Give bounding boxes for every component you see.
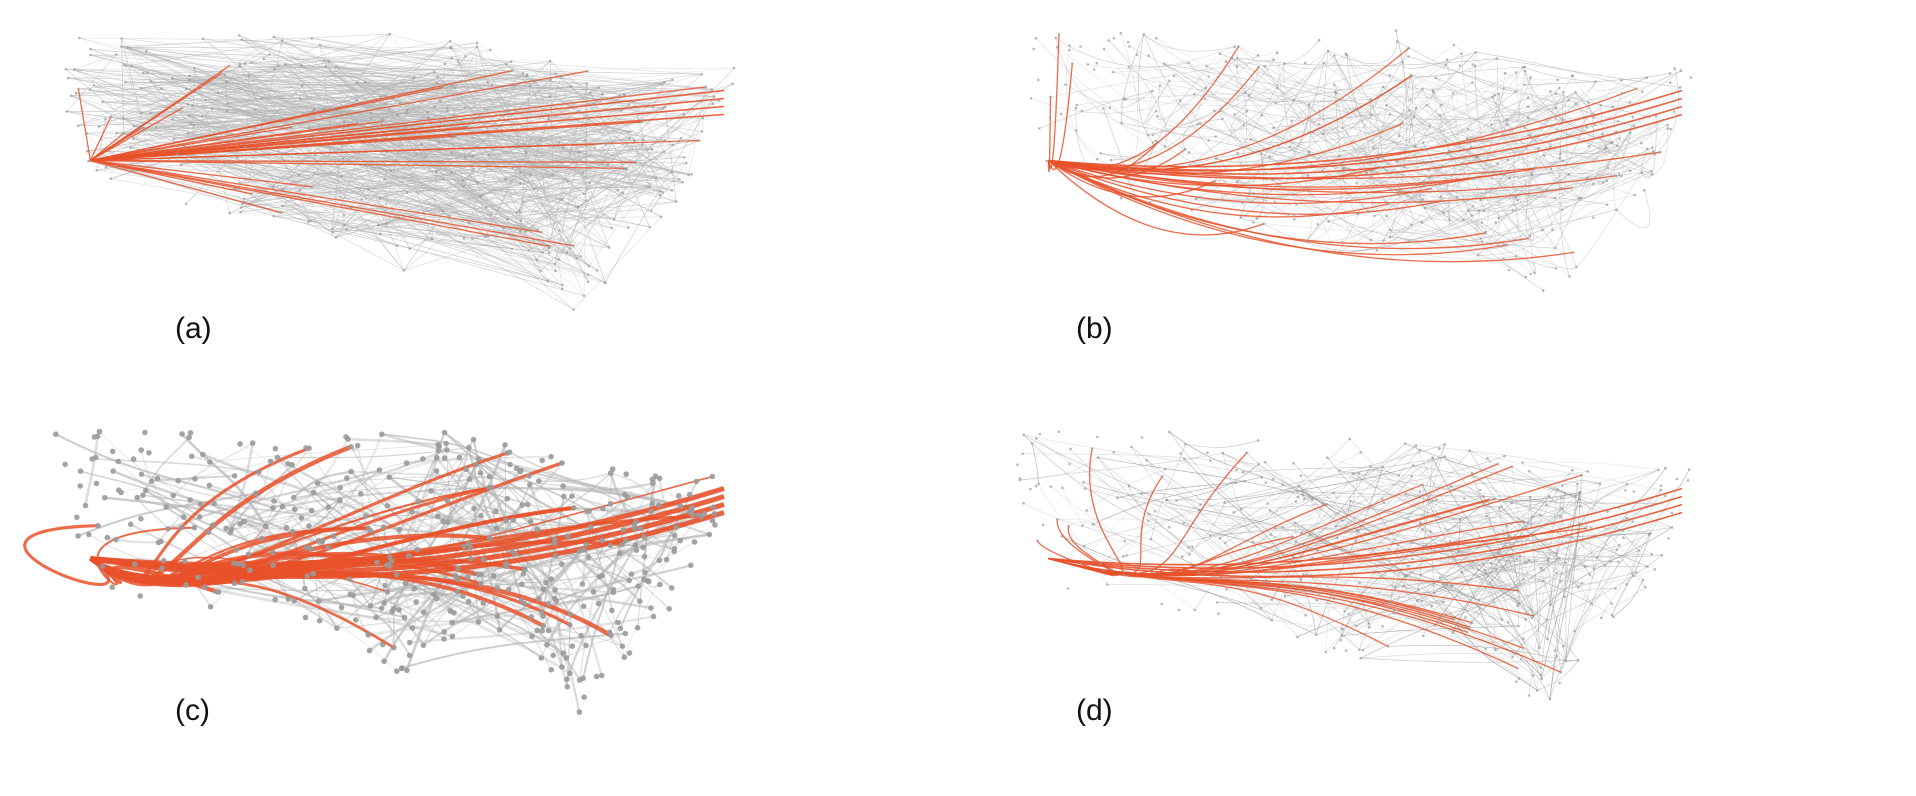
node-group — [1016, 430, 1691, 701]
highlighted-edge — [90, 107, 183, 162]
highlighted-edge-group — [1047, 34, 1683, 263]
panel-a-graph — [64, 32, 736, 311]
coast-to-coast-edge — [1048, 89, 1683, 168]
panel-c-label: (c) — [175, 694, 210, 727]
panel-c-bundled-edges: (c) — [0, 398, 958, 796]
panel-b-label: (b) — [1076, 312, 1113, 345]
coast-to-coast-edge — [90, 89, 725, 162]
highlighted-edge — [90, 159, 627, 170]
coast-to-coast-edge — [89, 510, 725, 580]
highlighted-edge — [23, 524, 111, 586]
coast-to-coast-edge — [1048, 487, 1683, 566]
highlighted-edge — [1048, 141, 1159, 178]
highlighted-edge — [1048, 159, 1574, 263]
highlighted-edge — [90, 72, 222, 162]
highlighted-edge — [90, 159, 312, 188]
panel-b-curved-edges: (b) — [958, 0, 1916, 398]
highlighted-edge — [77, 88, 92, 161]
panel-a-straight-edges: (a) — [0, 0, 958, 398]
coast-to-coast-edge — [90, 97, 725, 162]
highlighted-edge — [90, 122, 358, 162]
coast-to-coast-edge — [1048, 495, 1683, 569]
coast-to-coast-edge — [1048, 113, 1683, 180]
node-group — [64, 32, 736, 311]
coast-to-coast-edge — [1048, 105, 1683, 175]
highlighted-edge — [90, 159, 551, 247]
highlighted-edge — [1048, 159, 1474, 196]
gray-edge-group — [1020, 431, 1690, 700]
panel-d-hierarchical-bundling: (d) — [958, 398, 1916, 796]
node-group — [1029, 29, 1693, 292]
panel-a-label: (a) — [175, 312, 212, 345]
highlighted-edge — [1048, 159, 1389, 218]
highlighted-edge — [1047, 160, 1265, 236]
coast-to-coast-edge — [90, 105, 725, 162]
node-group — [53, 428, 718, 715]
highlighted-edge — [90, 70, 588, 162]
highlighted-edge — [90, 143, 596, 162]
coast-to-coast-edge — [1048, 503, 1683, 573]
highlighted-edge — [90, 159, 252, 195]
panel-d-label: (d) — [1076, 694, 1113, 727]
highlighted-edge — [90, 159, 636, 163]
highlighted-edge — [1048, 159, 1535, 188]
gray-edge-group — [65, 33, 735, 310]
highlighted-edge — [90, 159, 542, 233]
highlighted-edge — [89, 526, 195, 586]
panel-c-graph — [23, 428, 725, 715]
highlighted-edge — [90, 70, 513, 162]
highlighted-edge — [1048, 159, 1529, 250]
coast-to-coast-edge — [90, 113, 725, 162]
coast-to-coast-edge — [1048, 97, 1683, 171]
highlighted-edge — [1048, 159, 1515, 191]
highlighted-edge — [1048, 159, 1443, 215]
coast-to-coast-edge — [1048, 511, 1683, 578]
highlighted-edge — [90, 159, 574, 247]
highlighted-edge — [90, 159, 282, 214]
highlighted-edge — [1048, 557, 1200, 578]
panel-d-graph — [1016, 430, 1691, 701]
highlighted-edge — [1047, 63, 1073, 171]
panel-b-graph — [1029, 29, 1693, 292]
